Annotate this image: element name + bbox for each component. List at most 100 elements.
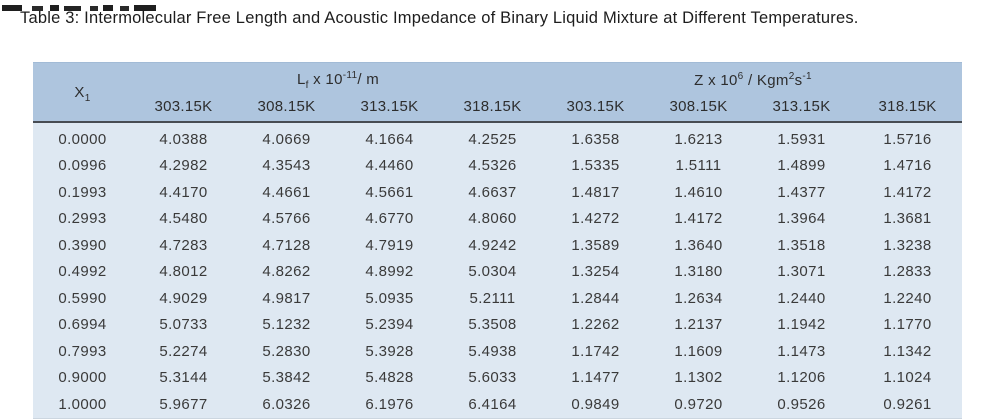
- table-cell: 4.4460: [338, 152, 441, 179]
- table-row: 0.4992 4.8012 4.8262 4.8992 5.0304 1.325…: [33, 258, 963, 285]
- table-cell: 4.5326: [441, 152, 545, 179]
- table-row: 0.1993 4.4170 4.4661 4.5661 4.6637 1.481…: [33, 179, 963, 206]
- table-cell: 5.4828: [338, 364, 441, 391]
- header-group-row: X1 Lf x 10-11/ m Z x 106 / Kgm2s-1: [33, 62, 963, 123]
- table-cell: 1.2440: [750, 285, 854, 312]
- z-exponent: 6: [737, 71, 744, 82]
- table-cell: 1.5716: [853, 122, 963, 153]
- table-cell: 4.7283: [132, 232, 235, 259]
- table-cell: 4.5766: [235, 205, 338, 232]
- table-cell: 4.7128: [235, 232, 338, 259]
- table-cell: 5.3144: [132, 364, 235, 391]
- table-cell: 1.1302: [647, 364, 751, 391]
- table-cell: 1.1473: [750, 338, 854, 365]
- table-cell: 1.6213: [647, 122, 751, 153]
- table-caption: Table 3: Intermolecular Free Length and …: [20, 9, 859, 27]
- column-header-temp: 313.15K: [750, 94, 854, 123]
- table-cell: 1.3964: [750, 205, 854, 232]
- x1-subscript: 1: [84, 92, 91, 104]
- table-cell: 1.5111: [647, 152, 751, 179]
- table-cell: 1.1206: [750, 364, 854, 391]
- clipped-text-fragment: [2, 0, 172, 11]
- table-cell: 1.4899: [750, 152, 854, 179]
- table-cell: 1.3180: [647, 258, 751, 285]
- table-cell: 5.3928: [338, 338, 441, 365]
- table-cell: 4.0669: [235, 122, 338, 153]
- column-header-temp: 313.15K: [338, 94, 441, 123]
- table-cell: 1.1942: [750, 311, 854, 338]
- table-cell: 4.4170: [132, 179, 235, 206]
- column-header-x1: X1: [33, 62, 132, 123]
- table-cell: 1.1342: [853, 338, 963, 365]
- table-cell: 6.0326: [235, 391, 338, 419]
- cell-x1: 0.2993: [33, 205, 132, 232]
- z-unit: / Kgm: [743, 72, 789, 89]
- table-cell: 1.5335: [544, 152, 648, 179]
- table-cell: 1.1770: [853, 311, 963, 338]
- table-cell: 1.3681: [853, 205, 963, 232]
- table-cell: 1.1609: [647, 338, 751, 365]
- cell-x1: 0.9000: [33, 364, 132, 391]
- table-cell: 4.5661: [338, 179, 441, 206]
- table-cell: 0.9849: [544, 391, 648, 419]
- z-symbol: Z x 10: [694, 72, 738, 89]
- table-body: 0.0000 4.0388 4.0669 4.1664 4.2525 1.635…: [33, 122, 963, 419]
- lf-unit: / m: [357, 70, 380, 88]
- lf-exponent: -11: [342, 69, 358, 81]
- table-cell: 1.4377: [750, 179, 854, 206]
- table-cell: 5.1232: [235, 311, 338, 338]
- table-cell: 0.9720: [647, 391, 751, 419]
- column-header-temp: 318.15K: [441, 94, 545, 123]
- z-unit-s: s: [794, 72, 803, 89]
- table-cell: 1.4817: [544, 179, 648, 206]
- table-cell: 5.2111: [441, 285, 545, 312]
- table-cell: 1.4610: [647, 179, 751, 206]
- table-cell: 4.3543: [235, 152, 338, 179]
- table-cell: 4.7919: [338, 232, 441, 259]
- table-row: 0.2993 4.5480 4.5766 4.6770 4.8060 1.427…: [33, 205, 963, 232]
- table-cell: 4.8012: [132, 258, 235, 285]
- column-header-temp: 308.15K: [647, 94, 751, 123]
- table-cell: 4.8992: [338, 258, 441, 285]
- table-cell: 1.4172: [647, 205, 751, 232]
- table-cell: 4.2982: [132, 152, 235, 179]
- table-cell: 4.9242: [441, 232, 545, 259]
- column-header-temp: 318.15K: [853, 94, 963, 123]
- table-cell: 5.0935: [338, 285, 441, 312]
- z-unit-s-exponent: -1: [802, 71, 812, 82]
- table-cell: 5.3508: [441, 311, 545, 338]
- table-cell: 1.1477: [544, 364, 648, 391]
- table-cell: 4.6637: [441, 179, 545, 206]
- table-header: X1 Lf x 10-11/ m Z x 106 / Kgm2s-1 303.1…: [33, 62, 963, 123]
- table-row: 0.0996 4.2982 4.3543 4.4460 4.5326 1.533…: [33, 152, 963, 179]
- column-header-temp: 308.15K: [235, 94, 338, 123]
- table-cell: 1.2844: [544, 285, 648, 312]
- table-cell: 5.2394: [338, 311, 441, 338]
- table-cell: 4.0388: [132, 122, 235, 153]
- column-header-temp: 303.15K: [544, 94, 648, 123]
- x1-symbol: X: [74, 83, 85, 101]
- table-cell: 1.4716: [853, 152, 963, 179]
- table-cell: 0.9261: [853, 391, 963, 419]
- table-row: 0.3990 4.7283 4.7128 4.7919 4.9242 1.358…: [33, 232, 963, 259]
- table-cell: 4.8262: [235, 258, 338, 285]
- cell-x1: 0.7993: [33, 338, 132, 365]
- table-cell: 5.4938: [441, 338, 545, 365]
- table-row: 0.6994 5.0733 5.1232 5.2394 5.3508 1.226…: [33, 311, 963, 338]
- table-cell: 1.4272: [544, 205, 648, 232]
- table-cell: 4.6770: [338, 205, 441, 232]
- table-cell: 5.3842: [235, 364, 338, 391]
- table-cell: 1.6358: [544, 122, 648, 153]
- table-cell: 0.9526: [750, 391, 854, 419]
- cell-x1: 0.6994: [33, 311, 132, 338]
- table-row: 0.7993 5.2274 5.2830 5.3928 5.4938 1.174…: [33, 338, 963, 365]
- table-cell: 1.3589: [544, 232, 648, 259]
- table-cell: 1.1024: [853, 364, 963, 391]
- lf-symbol: L: [296, 70, 306, 88]
- cell-x1: 0.0000: [33, 122, 132, 153]
- cell-x1: 0.1993: [33, 179, 132, 206]
- data-table: X1 Lf x 10-11/ m Z x 106 / Kgm2s-1 303.1…: [33, 62, 963, 419]
- table-cell: 4.9029: [132, 285, 235, 312]
- lf-subscript: f: [305, 79, 309, 91]
- cell-x1: 0.0996: [33, 152, 132, 179]
